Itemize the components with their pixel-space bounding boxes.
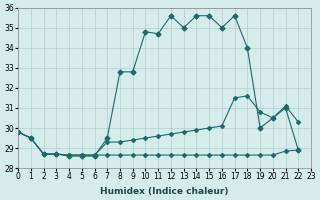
X-axis label: Humidex (Indice chaleur): Humidex (Indice chaleur) (100, 187, 229, 196)
